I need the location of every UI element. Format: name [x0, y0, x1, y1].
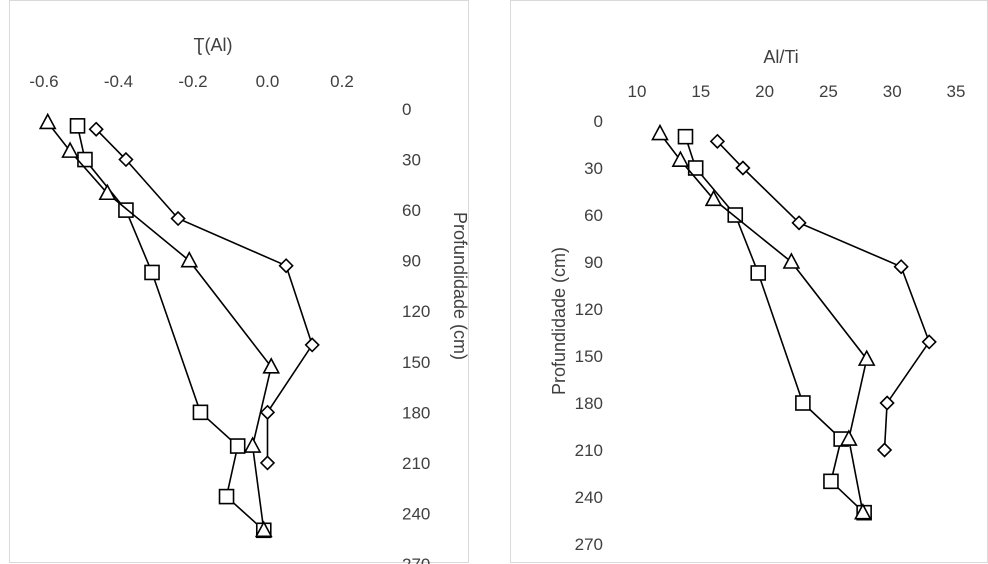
data-point-square	[77, 151, 93, 168]
series-line-triangle	[47, 122, 273, 531]
data-point-triangle	[254, 520, 273, 538]
x-tick-label: 35	[947, 82, 966, 101]
data-point-diamond	[876, 442, 893, 458]
series-line-triangle	[659, 133, 868, 513]
y-tick-label: 120	[575, 300, 603, 319]
y-tick-label: 270	[402, 555, 430, 564]
data-point-diamond	[879, 395, 895, 411]
y-tick-label: 90	[584, 253, 603, 272]
chart-panel-al-ti: Al/Ti 10 15 20 25 30 35 0 30 60 90 120 150 180 210 240 2…	[510, 0, 988, 563]
y-axis-label: Profundidade (cm)	[549, 247, 569, 395]
y-tick-label: 210	[575, 441, 603, 460]
data-point-diamond	[170, 210, 186, 227]
y-tick-label: 0	[594, 112, 603, 131]
y-tick-label: 240	[402, 504, 430, 523]
x-tick-label: -0.6	[29, 72, 58, 91]
y-tick-label: 210	[402, 454, 430, 473]
x-tick-label: 30	[883, 82, 902, 101]
data-point-square	[677, 128, 694, 145]
y-tick-label: 150	[575, 347, 603, 366]
data-point-triangle	[839, 429, 858, 446]
data-point-square	[795, 395, 811, 411]
data-point-square	[144, 264, 160, 281]
data-point-triangle	[651, 123, 669, 141]
chart-title: Al/Ti	[763, 47, 798, 67]
data-point-triangle	[671, 150, 690, 167]
data-point-triangle	[704, 189, 723, 207]
data-point-triangle	[243, 436, 262, 453]
data-point-square	[192, 404, 209, 421]
y-tick-label: 150	[402, 353, 430, 372]
x-tick-label: 0.0	[256, 72, 280, 91]
data-point-triangle	[61, 141, 79, 158]
data-point-diamond	[259, 404, 276, 420]
y-axis-label: Profundidade (cm)	[450, 212, 470, 360]
data-point-triangle	[98, 183, 117, 201]
x-tick-label: 15	[691, 82, 710, 101]
data-point-diamond	[735, 160, 751, 176]
data-point-triangle	[180, 250, 199, 268]
tau-al-chart: Ʈ(Al) -0.6 -0.4 -0.2 0.0 0.2 0 30 60 90 120 150 180 2…	[29, 35, 470, 564]
chart-title: Ʈ(Al)	[194, 35, 233, 55]
data-point-diamond	[88, 121, 104, 137]
data-point-diamond	[791, 215, 807, 231]
x-tick-label: 10	[628, 82, 647, 101]
data-point-square	[218, 488, 235, 505]
y-tick-label: 90	[402, 252, 421, 271]
chart-panel-tau-al: Ʈ(Al) -0.6 -0.4 -0.2 0.0 0.2 0 30 60 90 120 150 180 2…	[9, 0, 470, 564]
data-point-square	[823, 473, 839, 490]
y-tick-label: 30	[584, 159, 603, 178]
data-point-triangle	[38, 112, 57, 130]
data-point-diamond	[921, 334, 937, 350]
x-tick-label: 25	[819, 82, 838, 101]
x-tick-label: 20	[755, 82, 774, 101]
x-tick-label: -0.2	[178, 72, 207, 91]
data-point-square	[687, 160, 704, 176]
series-line-diamond	[716, 140, 931, 451]
data-point-triangle	[782, 252, 801, 269]
data-point-triangle	[857, 349, 876, 366]
data-point-diamond	[278, 258, 294, 274]
y-tick-label: 240	[575, 488, 603, 507]
y-tick-label: 180	[575, 394, 603, 413]
y-tick-label: 60	[402, 201, 421, 220]
x-tick-label: 0.2	[330, 72, 354, 91]
data-point-diamond	[709, 133, 726, 149]
data-point-diamond	[259, 455, 276, 471]
data-point-square	[750, 265, 767, 281]
data-point-square	[229, 438, 246, 454]
data-point-triangle	[262, 357, 281, 374]
y-tick-label: 60	[584, 206, 603, 225]
y-tick-label: 30	[402, 151, 421, 170]
data-point-diamond	[118, 151, 134, 168]
data-point-square	[727, 207, 744, 223]
data-point-diamond	[304, 337, 320, 353]
y-tick-label: 270	[575, 535, 603, 554]
data-point-diamond	[893, 259, 909, 275]
al-ti-chart: Al/Ti 10 15 20 25 30 35 0 30 60 90 120 150 180 210 240 2…	[549, 47, 966, 554]
y-tick-label: 180	[402, 403, 430, 422]
series-line-square	[76, 125, 265, 531]
x-tick-label: -0.4	[104, 72, 133, 91]
y-tick-label: 120	[402, 302, 430, 321]
y-tick-label: 0	[402, 100, 411, 119]
data-point-triangle	[854, 502, 872, 520]
data-point-square	[69, 118, 86, 134]
